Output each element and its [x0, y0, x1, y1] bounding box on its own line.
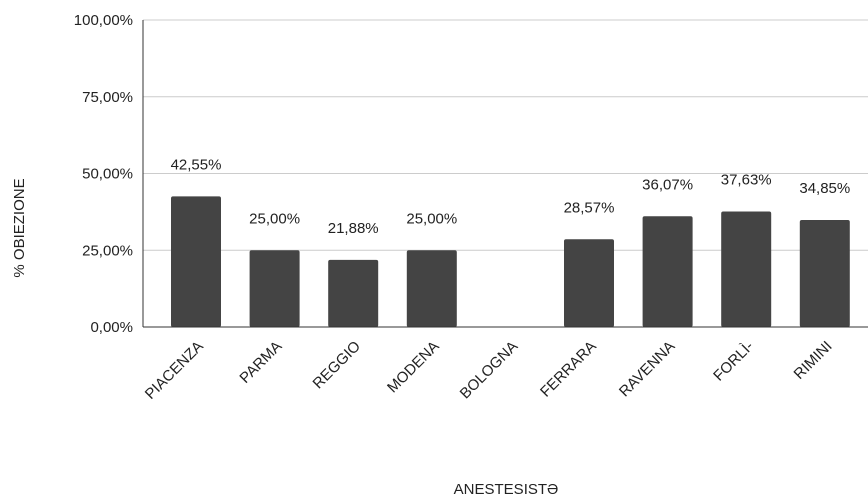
- data-label: 37,63%: [721, 171, 772, 188]
- x-tick-label: FERRARA: [537, 338, 600, 401]
- data-label: 25,00%: [249, 210, 300, 227]
- y-axis-ticks: 0,00% 25,00% 50,00% 75,00% 100,00%: [74, 12, 133, 336]
- data-label: 42,55%: [171, 156, 222, 173]
- data-label: 25,00%: [406, 210, 457, 227]
- data-label: 34,85%: [799, 180, 850, 197]
- data-labels: 42,55% 25,00% 21,88% 25,00% 28,57% 36,07% 37,6…: [171, 156, 851, 236]
- x-tick-label: MODENA: [384, 338, 443, 397]
- x-tick-label: RIMINI: [791, 338, 836, 383]
- y-tick-label: 25,00%: [82, 242, 133, 259]
- bar: [171, 196, 221, 327]
- bar: [564, 239, 614, 327]
- data-label: 36,07%: [642, 176, 693, 193]
- x-tick-label: BOLOGNA: [457, 338, 521, 402]
- y-axis-title: % OBIEZIONE: [11, 178, 28, 277]
- x-tick-label: REGGIO: [310, 338, 364, 392]
- y-tick-label: 50,00%: [82, 166, 133, 183]
- y-tick-label: 0,00%: [90, 319, 133, 336]
- bar: [328, 259, 379, 327]
- y-tick-label: 100,00%: [74, 12, 133, 29]
- x-tick-label: RAVENNA: [616, 338, 679, 401]
- x-axis-title: ANESTESISTƏ: [454, 481, 559, 497]
- bar: [799, 220, 850, 327]
- data-label: 21,88%: [328, 220, 379, 237]
- bar: [642, 216, 693, 327]
- x-tick-label: PARMA: [236, 338, 285, 387]
- y-tick-label: 75,00%: [82, 89, 133, 106]
- data-label: 28,57%: [564, 199, 615, 216]
- x-axis-ticks: PIACENZA PARMA REGGIO MODENA BOLOGNA FERRARA R…: [142, 338, 836, 403]
- x-tick-label: FORLÌ-: [710, 338, 757, 385]
- bar: [249, 250, 300, 327]
- bar: [406, 250, 457, 327]
- bar: [721, 211, 772, 327]
- x-tick-label: PIACENZA: [142, 338, 207, 403]
- bars: [171, 196, 850, 327]
